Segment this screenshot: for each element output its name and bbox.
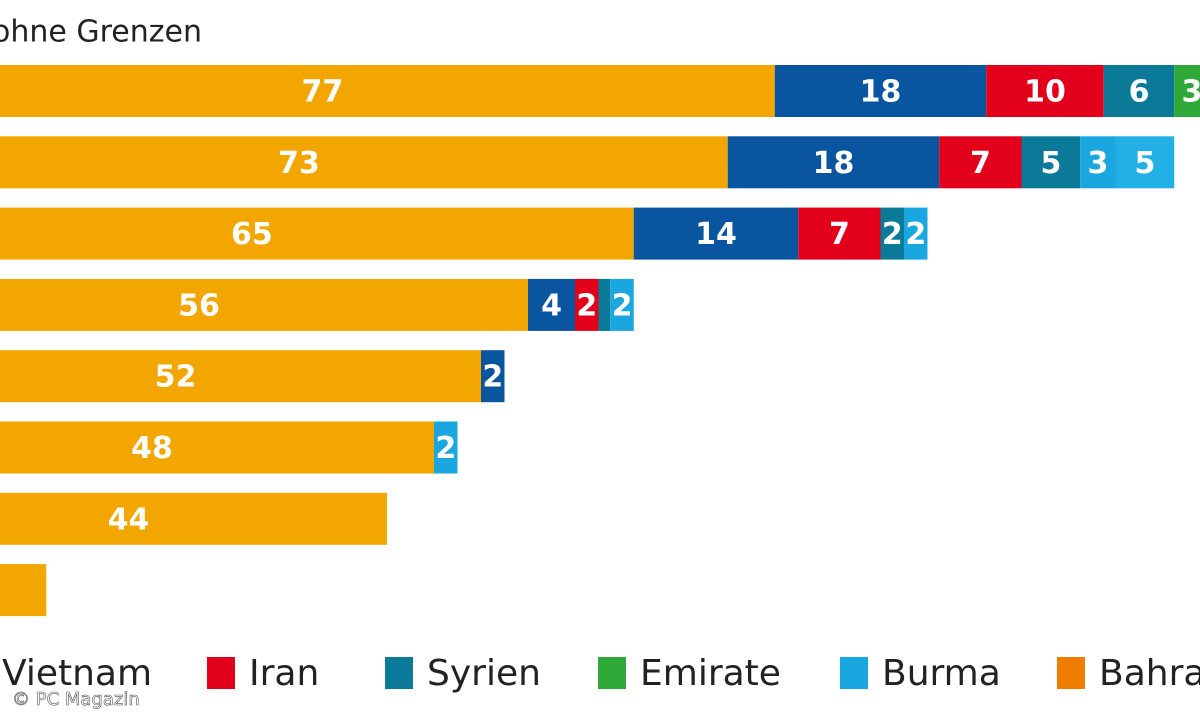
data-label: 4	[541, 288, 562, 323]
bar-segment	[0, 278, 528, 331]
data-label: 5	[1040, 146, 1061, 181]
data-label: 2	[882, 217, 903, 252]
data-label: 77	[302, 75, 344, 110]
legend-swatch	[598, 657, 626, 689]
legend-swatch	[207, 657, 235, 689]
bar-segment	[610, 278, 634, 331]
bar-segment	[598, 278, 611, 331]
bar-segment	[1103, 65, 1175, 117]
legend-swatch	[385, 657, 413, 689]
data-label: 2	[482, 360, 503, 395]
bar-segment	[0, 564, 47, 617]
bar-segment	[0, 207, 634, 260]
data-label: 65	[231, 217, 273, 252]
data-label: 7	[970, 146, 991, 181]
data-label: 52	[155, 360, 197, 395]
data-label: 73	[278, 146, 320, 181]
legend-label: Emirate	[640, 653, 781, 694]
bar-segment	[528, 278, 575, 331]
bar-segment	[1115, 136, 1175, 189]
bar-segment	[0, 65, 775, 117]
data-label: 2	[576, 288, 597, 323]
bar-segment	[0, 492, 387, 545]
data-label: 5	[1134, 146, 1155, 181]
legend-label: Burma	[882, 653, 1001, 694]
bar-segment	[434, 421, 458, 474]
data-label: 10	[1024, 75, 1066, 110]
data-label: 2	[435, 431, 456, 466]
data-label: 2	[612, 288, 633, 323]
bar-segment	[481, 350, 505, 403]
credit: © PC Magazin	[12, 689, 140, 710]
bar-segment	[727, 136, 940, 189]
bar-segment	[0, 136, 728, 189]
bar-segment	[1021, 136, 1081, 189]
legend-label: Bahrain	[1099, 653, 1200, 694]
bar-segment	[880, 207, 904, 260]
legend-label: Syrien	[427, 653, 541, 694]
data-label: 56	[178, 288, 220, 323]
bar-segment	[939, 136, 1022, 189]
data-label: 48	[131, 431, 173, 466]
bar-segment	[904, 207, 928, 260]
data-label: 7	[829, 217, 850, 252]
data-label: 3	[1181, 75, 1200, 110]
bar-segment	[0, 421, 434, 474]
data-label: 2	[905, 217, 926, 252]
data-label: 44	[108, 502, 150, 537]
bar-segment	[986, 65, 1104, 117]
bar-segment	[575, 278, 599, 331]
bar-segment	[1174, 65, 1200, 117]
data-label: 14	[695, 217, 737, 252]
bar-segment	[0, 350, 481, 403]
data-label: 18	[813, 146, 855, 181]
legend-label: Iran	[249, 653, 319, 694]
data-label: 3	[1087, 146, 1108, 181]
bar-segment	[774, 65, 987, 117]
chart-title: ohne Grenzen	[0, 15, 202, 50]
legend-swatch	[840, 657, 868, 689]
bar-segment	[633, 207, 799, 260]
legend-label: Vietnam	[2, 653, 152, 694]
bar-segment	[1080, 136, 1116, 189]
legend-swatch	[1057, 657, 1085, 689]
bar-segment	[798, 207, 881, 260]
data-label: 6	[1129, 75, 1150, 110]
data-label: 18	[860, 75, 902, 110]
